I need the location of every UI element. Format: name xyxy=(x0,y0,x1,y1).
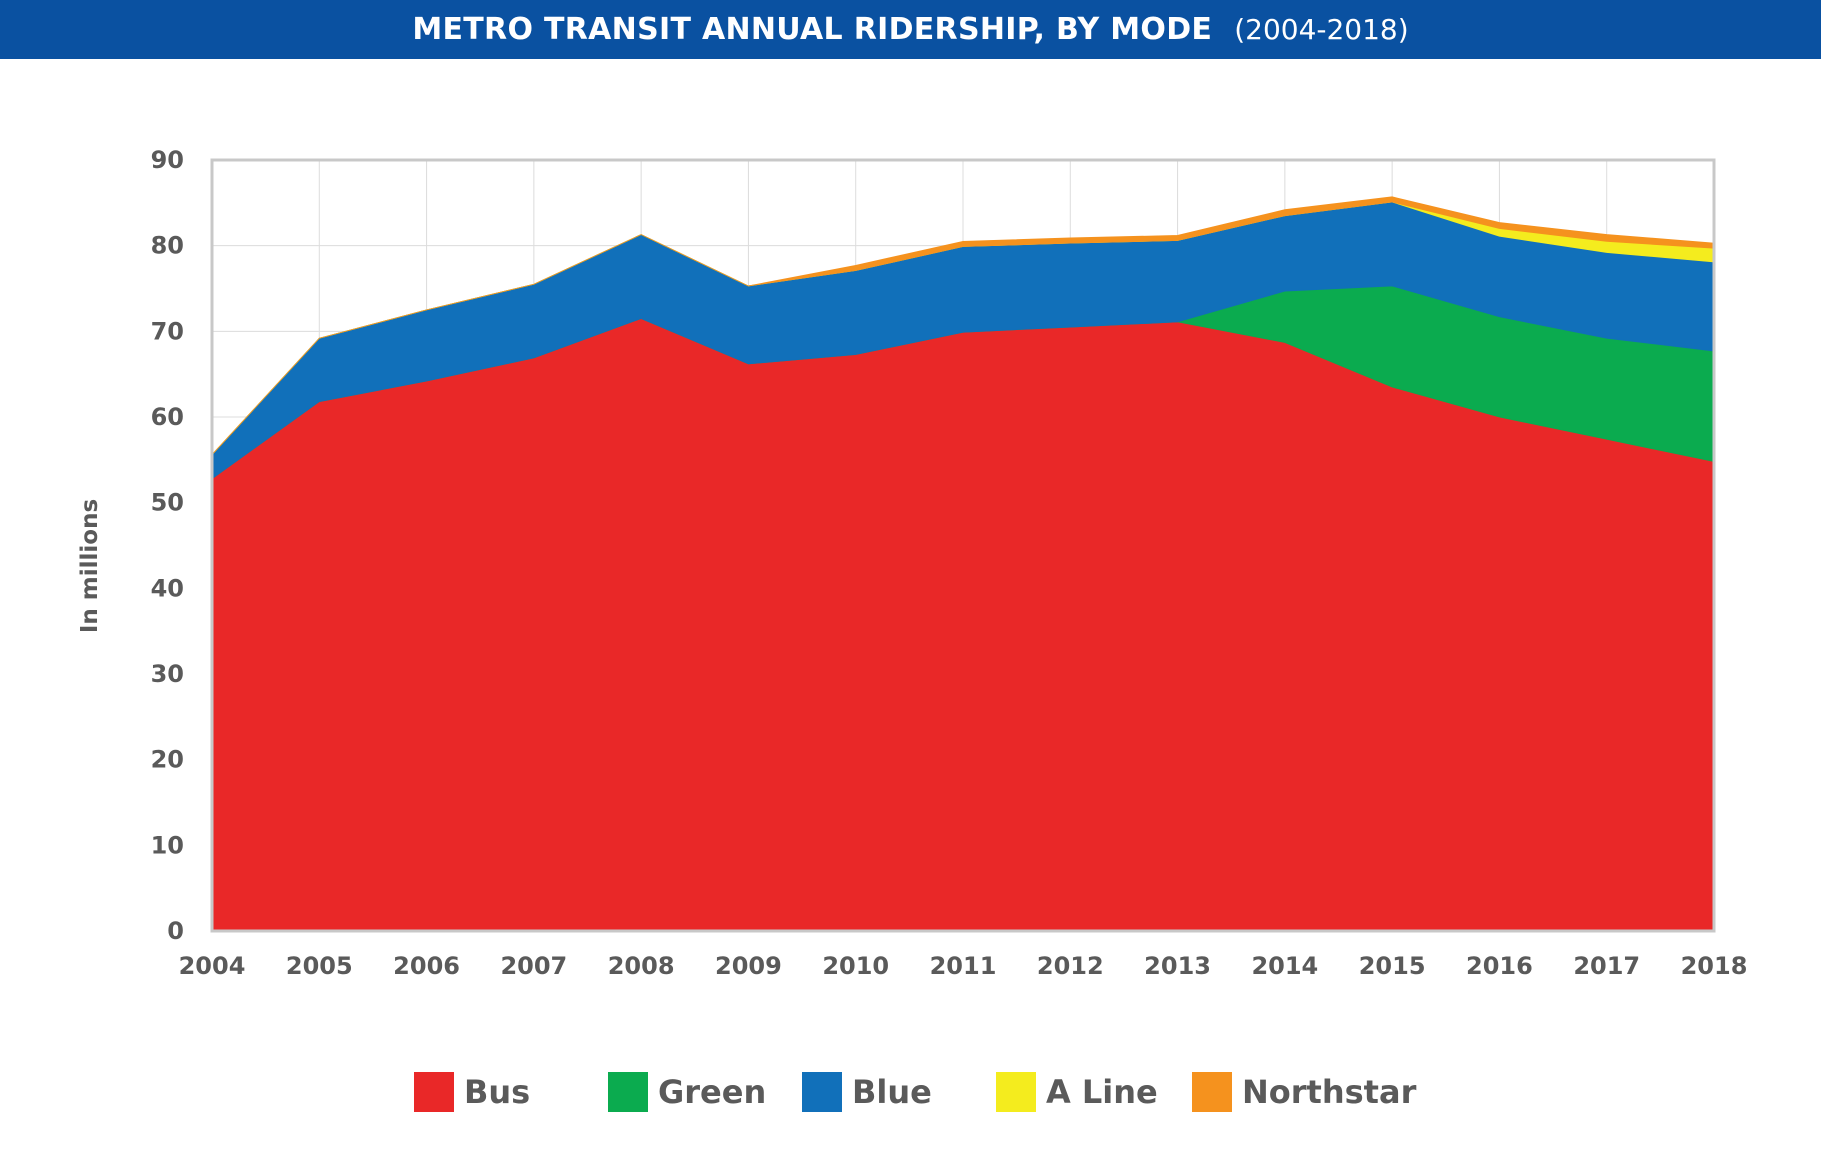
plot-frame xyxy=(210,158,1716,933)
y-axis-title: In millions xyxy=(77,499,103,633)
x-tick-label: 2006 xyxy=(393,952,460,980)
legend-item-blue: Blue xyxy=(802,1068,932,1116)
chart-title: METRO TRANSIT ANNUAL RIDERSHIP, BY MODE xyxy=(412,12,1213,47)
legend-item-a-line: A Line xyxy=(996,1068,1158,1116)
area-series-layer xyxy=(211,196,1715,932)
x-tick-label: 2009 xyxy=(715,952,782,980)
y-tick-label: 70 xyxy=(151,317,184,345)
chart-title-bar: METRO TRANSIT ANNUAL RIDERSHIP, BY MODE … xyxy=(0,0,1821,59)
legend-item-green: Green xyxy=(608,1068,766,1116)
x-tick-label: 2015 xyxy=(1359,952,1426,980)
legend-swatch-northstar xyxy=(1192,1072,1232,1112)
x-tick-label: 2005 xyxy=(286,952,353,980)
y-tick-label: 40 xyxy=(151,574,184,602)
legend-label-green: Green xyxy=(658,1073,767,1111)
legend-swatch-bus xyxy=(414,1072,454,1112)
legend: Bus Green Blue A Line Northstar xyxy=(0,1068,1821,1116)
x-tick-label: 2004 xyxy=(179,952,246,980)
legend-swatch-a-line xyxy=(996,1072,1036,1112)
y-tick-label: 90 xyxy=(151,146,184,174)
x-tick-label: 2007 xyxy=(500,952,567,980)
y-tick-label: 80 xyxy=(151,232,184,260)
y-tick-label: 20 xyxy=(151,746,184,774)
x-tick-label: 2017 xyxy=(1573,952,1640,980)
legend-label-bus: Bus xyxy=(464,1073,531,1111)
x-tick-label: 2016 xyxy=(1466,952,1533,980)
legend-label-a-line: A Line xyxy=(1046,1073,1158,1111)
legend-item-bus: Bus xyxy=(414,1068,530,1116)
x-tick-label: 2008 xyxy=(608,952,675,980)
x-tick-label: 2013 xyxy=(1144,952,1211,980)
chart-subtitle: (2004-2018) xyxy=(1234,13,1409,46)
x-tick-label: 2012 xyxy=(1037,952,1104,980)
y-tick-label: 50 xyxy=(151,489,184,517)
x-tick-label: 2018 xyxy=(1681,952,1748,980)
legend-label-blue: Blue xyxy=(852,1073,932,1111)
y-tick-label: 0 xyxy=(167,917,184,945)
axes xyxy=(210,158,1716,933)
x-tick-label: 2010 xyxy=(822,952,889,980)
legend-item-northstar: Northstar xyxy=(1192,1068,1416,1116)
x-tick-label: 2014 xyxy=(1251,952,1318,980)
legend-swatch-blue xyxy=(802,1072,842,1112)
tick-labels: 0 10 20 30 40 50 60 70 80 90 2004 2005 2006 2007 2008 2… xyxy=(151,146,1748,980)
y-tick-label: 10 xyxy=(151,831,184,859)
legend-label-northstar: Northstar xyxy=(1242,1073,1417,1111)
y-tick-label: 60 xyxy=(151,403,184,431)
y-tick-label: 30 xyxy=(151,660,184,688)
x-tick-label: 2011 xyxy=(930,952,997,980)
legend-swatch-green xyxy=(608,1072,648,1112)
